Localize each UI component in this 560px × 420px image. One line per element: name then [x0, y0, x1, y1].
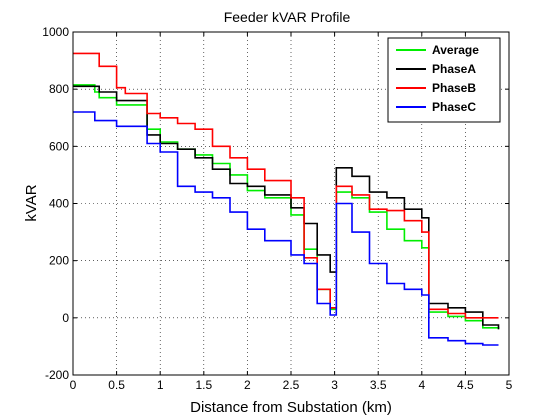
grid	[73, 32, 509, 375]
x-tick-label: 0.5	[108, 378, 125, 392]
y-axis-label: kVAR	[23, 184, 40, 221]
legend-label: PhaseB	[432, 81, 476, 95]
x-tick-label: 4	[418, 378, 425, 392]
x-tick-label: 2	[244, 378, 251, 392]
y-tick-label: 400	[49, 197, 69, 211]
series-layer	[73, 52, 500, 346]
legend-label: Average	[432, 43, 479, 57]
y-tick-label: -200	[45, 368, 69, 382]
x-axis-label: Distance from Substation (km)	[190, 399, 392, 416]
x-tick-label: 0	[70, 378, 77, 392]
series-line-phasec	[73, 111, 499, 346]
series-line-phaseb	[73, 52, 499, 319]
x-tick-label: 1	[157, 378, 164, 392]
series-line-phasea	[73, 85, 500, 330]
x-tick-label: 4.5	[457, 378, 474, 392]
x-tick-label: 2.5	[283, 378, 300, 392]
y-tick-label: 0	[62, 311, 69, 325]
x-tick-label: 3.5	[370, 378, 387, 392]
y-tick-label: 200	[49, 254, 69, 268]
ticks: 0 0.5 1 1.5 2 2.5 3 3.5 4 4.5 5-200020040060080010…	[42, 25, 512, 392]
y-tick-label: 1000	[42, 25, 69, 39]
x-tick-label: 1.5	[195, 378, 212, 392]
legend-label: PhaseC	[432, 100, 476, 114]
legend-label: PhaseA	[432, 62, 476, 76]
x-tick-label: 3	[331, 378, 338, 392]
x-tick-label: 5	[506, 378, 513, 392]
legend: Average PhaseA PhaseB PhaseC	[387, 37, 501, 123]
y-tick-label: 600	[49, 139, 69, 153]
y-tick-label: 800	[49, 82, 69, 96]
chart-title: Feeder kVAR Profile	[224, 9, 351, 25]
